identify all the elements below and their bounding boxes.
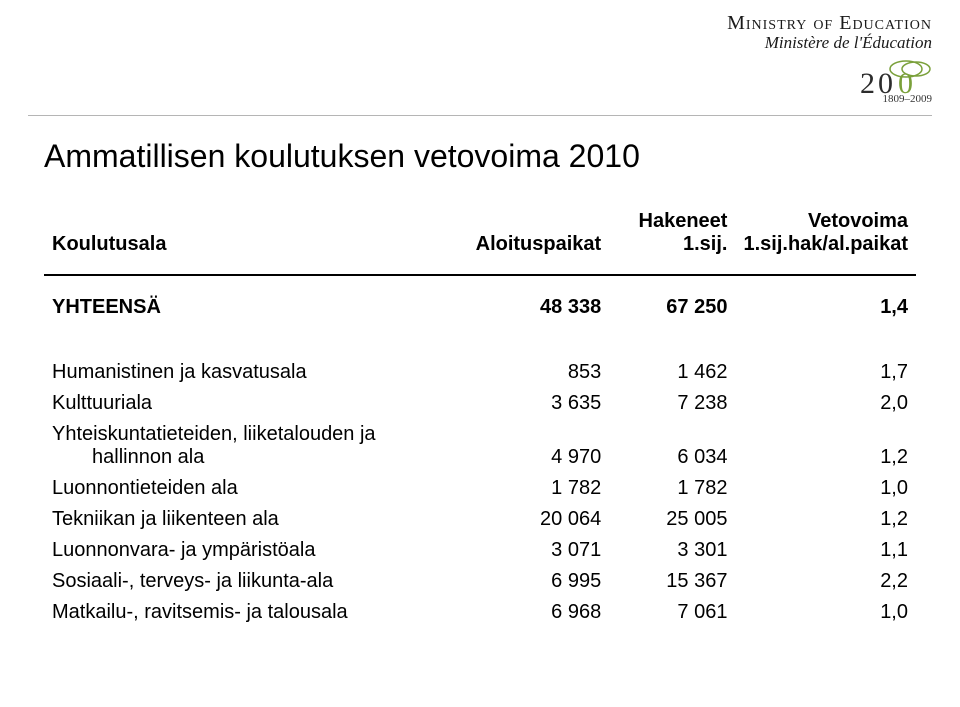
- row-val: 4 970: [468, 419, 610, 473]
- col-header-vetovoima: Vetovoima 1.sij.hak/al.paikat: [735, 198, 916, 274]
- row-val: 15 367: [609, 566, 735, 597]
- col-header-aloituspaikat: Aloituspaikat: [468, 198, 610, 274]
- total-label: YHTEENSÄ: [44, 276, 468, 339]
- row-val: 1,0: [735, 597, 916, 628]
- row-val: 1,2: [735, 504, 916, 535]
- col-header-koulutusala: Koulutusala: [44, 198, 468, 274]
- ministry-name-en: Ministry of Education: [727, 12, 932, 35]
- row-label-line1: Yhteiskuntatieteiden, liiketalouden ja: [52, 423, 376, 445]
- row-val: 20 064: [468, 504, 610, 535]
- row-val: 1 782: [468, 473, 610, 504]
- page-title: Ammatillisen koulutuksen vetovoima 2010: [44, 138, 640, 175]
- anniversary-logo-icon: 2 0 0: [860, 57, 932, 97]
- row-label: Tekniikan ja liikenteen ala: [44, 504, 468, 535]
- svg-text:0: 0: [898, 67, 913, 97]
- svg-text:2: 2: [860, 67, 875, 97]
- row-val: 3 071: [468, 535, 610, 566]
- vetovoima-table: Koulutusala Aloituspaikat Hakeneet 1.sij…: [44, 198, 916, 628]
- table-row: Matkailu-, ravitsemis- ja talousala 6 96…: [44, 597, 916, 628]
- table-header-row: Koulutusala Aloituspaikat Hakeneet 1.sij…: [44, 198, 916, 274]
- table-total-row: YHTEENSÄ 48 338 67 250 1,4: [44, 276, 916, 339]
- row-val: 7 238: [609, 388, 735, 419]
- data-table-wrap: Koulutusala Aloituspaikat Hakeneet 1.sij…: [44, 198, 916, 628]
- total-vetovoima: 1,4: [735, 276, 916, 339]
- row-val: 7 061: [609, 597, 735, 628]
- table-row: Sosiaali-, terveys- ja liikunta-ala 6 99…: [44, 566, 916, 597]
- row-val: 6 995: [468, 566, 610, 597]
- slide-page: Ministry of Education Ministère de l'Édu…: [0, 0, 960, 707]
- row-label: Matkailu-, ravitsemis- ja talousala: [44, 597, 468, 628]
- table-row: Luonnontieteiden ala 1 782 1 782 1,0: [44, 473, 916, 504]
- row-val: 6 034: [609, 419, 735, 473]
- ministry-name-fr: Ministère de l'Éducation: [727, 33, 932, 53]
- row-label: Yhteiskuntatieteiden, liiketalouden ja h…: [44, 419, 468, 473]
- row-val: 2,0: [735, 388, 916, 419]
- row-val: 1,1: [735, 535, 916, 566]
- row-val: 1,7: [735, 357, 916, 388]
- row-val: 3 635: [468, 388, 610, 419]
- table-row: Luonnonvara- ja ympäristöala 3 071 3 301…: [44, 535, 916, 566]
- row-val: 1,0: [735, 473, 916, 504]
- total-hakeneet: 67 250: [609, 276, 735, 339]
- table-row: Yhteiskuntatieteiden, liiketalouden ja h…: [44, 419, 916, 473]
- col-header-hakeneet: Hakeneet 1.sij.: [609, 198, 735, 274]
- row-val: 1 782: [609, 473, 735, 504]
- row-val: 853: [468, 357, 610, 388]
- row-val: 1,2: [735, 419, 916, 473]
- row-val: 3 301: [609, 535, 735, 566]
- ministry-logo-block: Ministry of Education Ministère de l'Édu…: [727, 12, 932, 105]
- row-label: Sosiaali-, terveys- ja liikunta-ala: [44, 566, 468, 597]
- header-divider: [28, 115, 932, 116]
- row-val: 2,2: [735, 566, 916, 597]
- row-val: 25 005: [609, 504, 735, 535]
- row-label: Humanistinen ja kasvatusala: [44, 357, 468, 388]
- row-label-line2: hallinnon ala: [52, 446, 460, 469]
- row-val: 1 462: [609, 357, 735, 388]
- table-row: Humanistinen ja kasvatusala 853 1 462 1,…: [44, 357, 916, 388]
- table-row: Tekniikan ja liikenteen ala 20 064 25 00…: [44, 504, 916, 535]
- row-label: Luonnonvara- ja ympäristöala: [44, 535, 468, 566]
- anniversary-logo: 2 0 0: [727, 57, 932, 97]
- total-aloituspaikat: 48 338: [468, 276, 610, 339]
- row-val: 6 968: [468, 597, 610, 628]
- row-label: Luonnontieteiden ala: [44, 473, 468, 504]
- row-label: Kulttuuriala: [44, 388, 468, 419]
- svg-text:0: 0: [878, 67, 893, 97]
- table-row: Kulttuuriala 3 635 7 238 2,0: [44, 388, 916, 419]
